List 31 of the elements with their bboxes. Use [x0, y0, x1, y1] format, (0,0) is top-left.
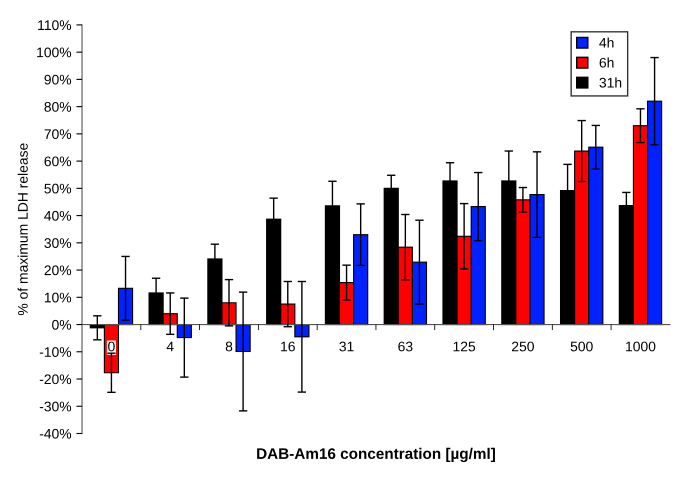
x-tick-label: 125 — [454, 342, 476, 352]
y-tick-label: 10% — [44, 292, 72, 302]
y-tick-label: 50% — [44, 184, 72, 194]
y-tick-label: 40% — [44, 210, 72, 221]
x-tick-label: 500 — [570, 342, 593, 352]
legend-label: 4h — [599, 37, 614, 48]
y-tick-label: 100% — [37, 47, 72, 58]
legend-label: 6h — [600, 57, 614, 68]
y-tick-label: 80% — [44, 102, 72, 112]
x-tick-label: 63 — [398, 342, 412, 352]
y-tick-label: -10% — [40, 347, 72, 357]
x-tick-label: 16 — [281, 342, 295, 352]
y-tick-label: -40% — [40, 428, 72, 439]
x-tick-label: 31 — [339, 342, 354, 352]
y-tick-label: 30% — [44, 238, 72, 248]
x-tick-label: 1000 — [626, 342, 656, 352]
x-axis-title: DAB-Am16 concentration [µg/ml] — [257, 448, 495, 462]
y-tick-label: 90% — [44, 74, 72, 85]
x-tick-label: 250 — [512, 342, 534, 352]
y-tick-label: 110% — [38, 20, 72, 30]
y-axis-title: % of maximum LDH release — [18, 143, 28, 316]
y-tick-label: 0% — [52, 320, 72, 330]
y-tick-label: 20% — [44, 265, 72, 276]
x-tick-label: 4 — [166, 342, 174, 352]
x-tick-label: 8 — [226, 342, 232, 352]
y-tick-label: 60% — [44, 156, 72, 166]
legend-label: 31h — [599, 77, 622, 88]
y-tick-label: -30% — [40, 402, 72, 412]
y-tick-label: -20% — [40, 374, 72, 384]
x-tick-label: 0 — [108, 342, 115, 352]
y-tick-label: 70% — [44, 129, 72, 140]
